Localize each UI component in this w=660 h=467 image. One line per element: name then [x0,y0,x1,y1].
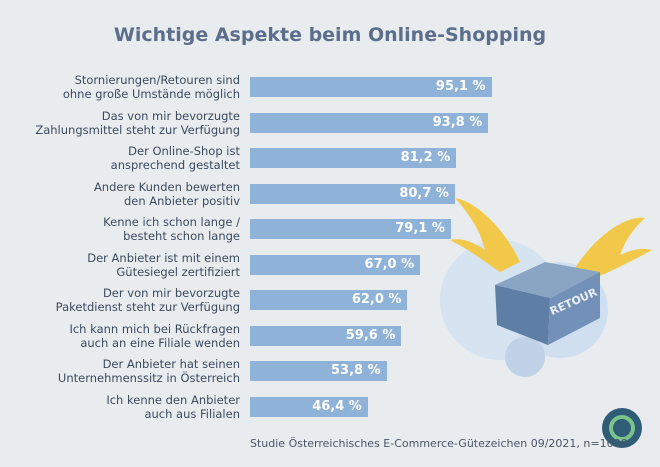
category-label: Der Anbieter ist mit einem Gütesiegel ze… [87,250,240,279]
category-label: Ich kann mich bei Rückfragen auch an ein… [69,321,240,350]
bar [250,361,387,381]
category-label: Kenne ich schon lange / besteht schon la… [103,215,240,243]
value-label: 93,8 % [432,114,483,130]
bar [250,219,451,239]
category-label: Andere Kunden bewerten den Anbieter posi… [93,179,240,208]
box-front [548,272,600,345]
bar [250,254,421,275]
category-label: Das von mir bevorzugte Zahlungsmittel st… [35,108,240,137]
bar [250,290,408,310]
bar [250,325,402,346]
bar [250,183,455,204]
category-label: Der Anbieter hat seinen Unternehmenssitz… [57,357,240,385]
bar [250,77,492,97]
logo-ring [609,415,635,441]
value-label: 95,1 % [435,79,486,94]
chart-title: Wichtige Aspekte beim Online-Shopping [113,24,547,46]
value-label: 59,6 % [345,327,396,343]
bar [250,396,368,417]
category-label: Der Online-Shop ist ansprechend gestalte… [110,144,240,172]
value-label: 62,0 % [351,292,402,307]
category-label: Stornierungen/Retouren sind ohne große U… [62,73,240,101]
category-label: Der von mir bevorzugte Paketdienst steht… [55,286,240,314]
value-label: 53,8 % [331,363,381,378]
bar [250,148,457,168]
value-label: 81,2 % [400,150,451,165]
category-label: Ich kenne den Anbieter auch aus Filialen [106,392,240,421]
wing [450,198,520,272]
bar [250,112,489,133]
wing [575,217,652,280]
value-label: 67,0 % [364,256,415,272]
value-label: 46,4 % [312,398,362,414]
box-side [495,285,550,345]
logo [602,408,642,448]
source-note: Studie Österreichisches E-Commerce-Gütez… [250,437,628,450]
value-label: 79,1 % [395,221,445,236]
decor-circle [505,337,545,377]
box-top [495,262,600,298]
value-label: 80,7 % [399,185,449,201]
